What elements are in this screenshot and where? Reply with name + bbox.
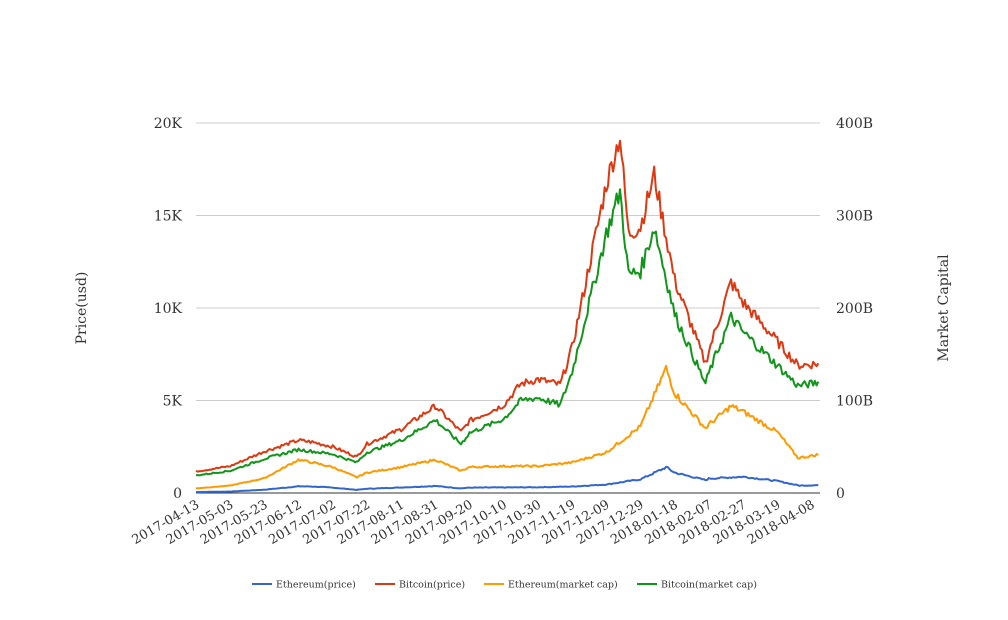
y2-tick-label: 0 [836, 486, 845, 502]
y-tick-label: 10K [154, 301, 183, 317]
y-axis-title: Price(usd) [74, 272, 90, 345]
y-tick-label: 15K [154, 209, 183, 225]
right-axis-ticks: 0 100B 200B 300B 400B [836, 116, 873, 502]
gridlines [196, 122, 820, 494]
y2-tick-label: 400B [836, 116, 873, 132]
legend-label: Ethereum(market cap) [508, 580, 618, 591]
y-tick-label: 20K [154, 116, 183, 132]
y-tick-label: 5K [163, 394, 183, 410]
y2-axis-title: Market Capital [936, 254, 952, 362]
series-line-ethereum-market-cap [195, 364, 819, 490]
y2-tick-label: 300B [836, 209, 873, 225]
y2-tick-label: 200B [836, 301, 873, 317]
y-tick-label: 0 [173, 486, 182, 502]
legend-label: Bitcoin(price) [399, 580, 465, 591]
series-line-ethereum-price [195, 465, 819, 494]
series-line-bitcoin-market-cap [196, 188, 820, 477]
series-line-bitcoin-price [195, 139, 820, 473]
left-axis-ticks: 0 5K 10K 15K 20K [154, 116, 183, 502]
x-axis-ticks: 2017-04-132017-05-032017-05-232017-06-12… [130, 497, 818, 547]
series-lines [195, 139, 820, 494]
legend: Ethereum(price) Bitcoin(price) Ethereum(ma… [252, 580, 757, 591]
y2-tick-label: 100B [836, 394, 873, 410]
legend-label: Bitcoin(market cap) [661, 580, 757, 591]
legend-label: Ethereum(price) [276, 580, 356, 591]
